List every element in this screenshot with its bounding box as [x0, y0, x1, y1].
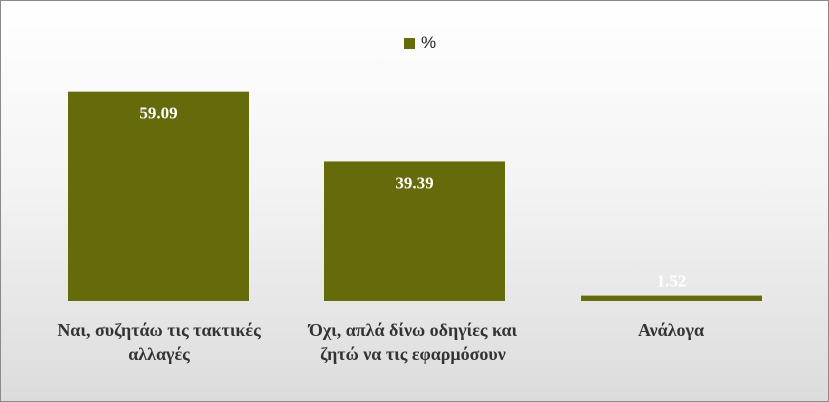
category-label: Ανάλογα: [637, 320, 705, 340]
legend-swatch: [404, 37, 415, 49]
legend: %: [404, 33, 436, 53]
bar: [324, 161, 505, 301]
category-label: Όχι, απλά δίνω οδηγίες και ζητώ να τις ε…: [308, 320, 518, 364]
bar: [581, 295, 762, 301]
data-label: 39.39: [395, 173, 433, 192]
data-label: 59.09: [139, 104, 177, 123]
data-label: 1.52: [657, 272, 687, 291]
category-label: Ναι, συζητάω τις τακτικές αλλαγές: [57, 320, 261, 364]
bar: [68, 91, 249, 301]
legend-label: %: [421, 33, 437, 52]
